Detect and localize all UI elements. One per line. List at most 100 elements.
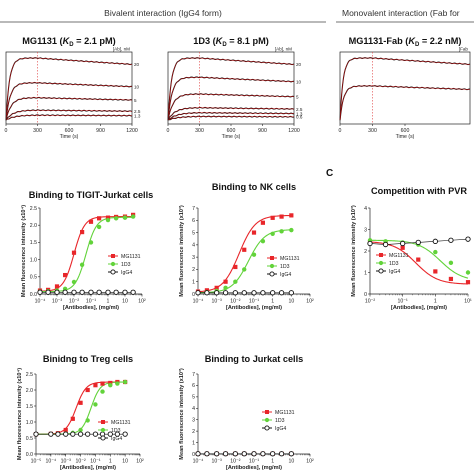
- legend-marker: [111, 254, 115, 258]
- point-IgG4: [204, 290, 210, 296]
- point-IgG4: [288, 290, 294, 296]
- concentration-label-10: 10: [134, 84, 140, 89]
- point-IgG4: [232, 290, 238, 296]
- point-1D3: [242, 267, 247, 272]
- sensorgram-10: [5, 81, 133, 121]
- point-IgG4: [222, 451, 229, 457]
- fit-curve-1D3: [40, 216, 134, 293]
- x-tick-label: 10⁻²: [230, 459, 241, 465]
- legend-label: IgG4: [280, 272, 291, 278]
- y-axis-label: Mean fluorescence intensity (x10⁴): [21, 205, 27, 297]
- legend-marker: [379, 253, 383, 257]
- point-MG1131: [400, 245, 405, 250]
- fit-line-1.3: [167, 112, 294, 121]
- y-tick-label: 2.0: [26, 388, 33, 394]
- point-1D3: [270, 231, 275, 236]
- legend-item-IgG4: IgG4: [262, 425, 286, 432]
- point-MG1131: [71, 250, 77, 255]
- legend-label: 1D3: [280, 264, 290, 270]
- point-IgG4: [382, 241, 389, 248]
- monovalent-header: Monovalent interaction (Fab for: [336, 8, 474, 23]
- point-MG1131: [70, 416, 75, 421]
- x-tick-label: 10: [122, 299, 128, 305]
- fit-line-2.5: [5, 109, 132, 121]
- point-IgG4: [114, 431, 121, 437]
- panel-letter-c: C: [326, 168, 333, 179]
- point-IgG4: [70, 431, 76, 437]
- legend-marker: [269, 271, 275, 277]
- point-IgG4: [260, 290, 266, 296]
- x-axis-label: [Antibodies], (mg/ml): [391, 305, 447, 311]
- point-IgG4: [130, 289, 136, 295]
- point-MG1131: [63, 427, 68, 433]
- point-1D3: [105, 217, 111, 223]
- fit-line-5: [5, 97, 133, 121]
- y-tick-label: 0: [192, 292, 195, 298]
- legend-label: MG1131: [275, 410, 295, 416]
- point-1D3: [85, 418, 90, 423]
- y-tick-label: 1: [192, 440, 195, 446]
- legend-item-1D3: 1D3: [108, 262, 131, 268]
- x-tick-label: 10⁻³: [61, 459, 72, 465]
- x-tick-label: 10⁻¹: [86, 299, 97, 305]
- x-tick-label: 10⁻³: [52, 299, 63, 305]
- x-tick-label: 10⁻³: [212, 299, 223, 305]
- point-1D3: [108, 383, 113, 388]
- legend-item-1D3: 1D3: [98, 428, 121, 434]
- y-tick-label: 3: [192, 418, 195, 424]
- point-IgG4: [222, 290, 229, 296]
- legend-marker: [265, 410, 269, 414]
- point-MG1131: [78, 400, 83, 405]
- legend-marker: [100, 427, 106, 433]
- legend-item-MG1131: MG1131: [267, 256, 300, 262]
- chart-title: Binidng to Treg cells: [43, 354, 133, 364]
- point-1D3: [115, 381, 120, 386]
- y-tick-label: 4: [192, 243, 195, 249]
- legend-marker: [101, 420, 105, 424]
- point-IgG4: [37, 289, 43, 295]
- x-tick-label: 0: [167, 128, 170, 134]
- legend-label: IgG4: [111, 436, 122, 442]
- point-IgG4: [214, 290, 220, 296]
- concentration-label-20: 20: [134, 62, 140, 67]
- y-tick-label: 5: [192, 230, 195, 236]
- x-axis-label: Time (s): [222, 134, 241, 140]
- point-IgG4: [448, 237, 454, 243]
- point-IgG4: [251, 290, 257, 296]
- y-tick-label: 0: [192, 452, 195, 458]
- x-axis-label: Time (s): [396, 134, 415, 140]
- x-tick-label: 1200: [126, 128, 138, 134]
- y-tick-label: 3: [192, 255, 195, 261]
- point-IgG4: [270, 451, 276, 457]
- point-MG1131: [105, 215, 111, 220]
- point-IgG4: [62, 289, 68, 295]
- legend-marker: [378, 268, 384, 274]
- concentration-header: [Fab: [459, 47, 469, 52]
- point-IgG4: [45, 289, 51, 295]
- point-IgG4: [122, 431, 128, 437]
- y-tick-label: 1.0: [30, 257, 37, 263]
- point-MG1131: [223, 279, 228, 284]
- point-IgG4: [260, 451, 266, 457]
- point-IgG4: [241, 451, 247, 457]
- point-IgG4: [232, 451, 238, 457]
- x-tick-label: 300: [368, 128, 377, 134]
- x-tick-label: 10: [288, 459, 294, 465]
- point-IgG4: [278, 451, 285, 457]
- y-axis-label: Mean fluorescence intensity (x10³): [350, 205, 357, 297]
- sensorgram-20: [167, 57, 295, 121]
- legend-label: MG1131: [280, 256, 300, 262]
- x-tick-label: 300: [33, 128, 42, 134]
- point-IgG4: [195, 451, 201, 457]
- y-tick-label: 0.5: [26, 436, 33, 442]
- legend-item-MG1131: MG1131: [262, 410, 295, 416]
- point-MG1131: [85, 387, 90, 393]
- chart-nk_cells: Binding to NK cells 0 1 2 3 4 5 6 7 10⁻⁴ 10⁻³ 10⁻² 1…: [178, 182, 314, 311]
- concentration-label-0.6: 0.6: [296, 115, 303, 120]
- fit-curve-MG1131: [197, 214, 293, 293]
- legend-label: IgG4: [275, 426, 286, 432]
- point-IgG4: [432, 238, 438, 244]
- bivalent-header: Bivalent interaction (IgG4 form): [0, 8, 326, 23]
